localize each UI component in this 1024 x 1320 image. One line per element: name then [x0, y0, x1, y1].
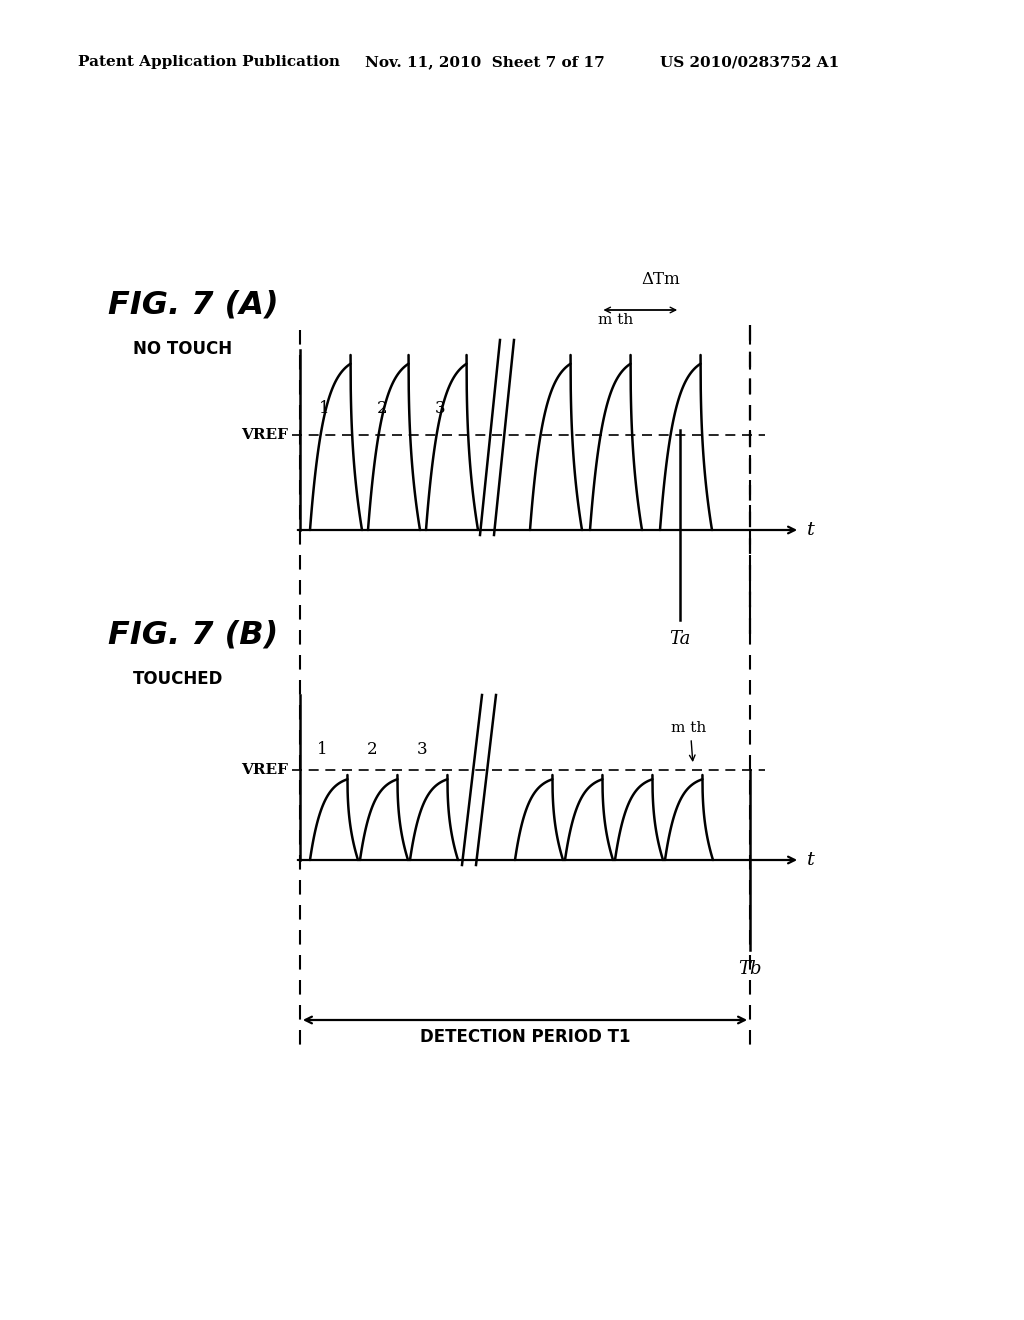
- Text: TOUCHED: TOUCHED: [133, 671, 223, 688]
- Text: Ta: Ta: [670, 630, 690, 648]
- Text: Patent Application Publication: Patent Application Publication: [78, 55, 340, 69]
- Text: m th: m th: [672, 721, 707, 735]
- Text: 2: 2: [377, 400, 387, 417]
- Text: 1: 1: [318, 400, 330, 417]
- Text: US 2010/0283752 A1: US 2010/0283752 A1: [660, 55, 840, 69]
- Text: ΔTm: ΔTm: [641, 271, 680, 288]
- Text: 1: 1: [316, 741, 328, 758]
- Text: t: t: [807, 851, 815, 869]
- Text: NO TOUCH: NO TOUCH: [133, 341, 232, 358]
- Text: VREF: VREF: [241, 763, 288, 777]
- Text: 3: 3: [434, 400, 445, 417]
- Text: VREF: VREF: [241, 428, 288, 442]
- Text: Nov. 11, 2010  Sheet 7 of 17: Nov. 11, 2010 Sheet 7 of 17: [365, 55, 605, 69]
- Text: t: t: [807, 521, 815, 539]
- Text: 2: 2: [367, 741, 377, 758]
- Text: FIG. 7 (A): FIG. 7 (A): [108, 290, 279, 321]
- Text: DETECTION PERIOD T1: DETECTION PERIOD T1: [420, 1028, 630, 1045]
- Text: Tb: Tb: [738, 960, 762, 978]
- Text: FIG. 7 (B): FIG. 7 (B): [108, 620, 279, 651]
- Text: m th: m th: [598, 313, 634, 327]
- Text: 3: 3: [417, 741, 427, 758]
